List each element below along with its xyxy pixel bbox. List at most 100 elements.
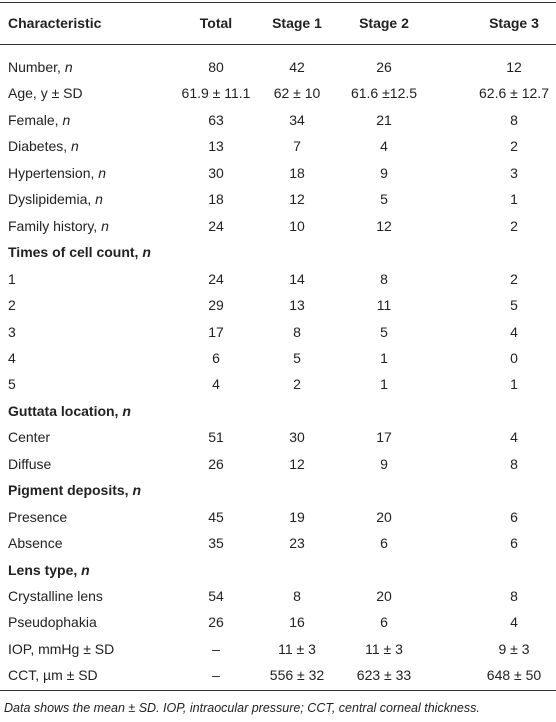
cell: 51	[208, 429, 224, 446]
cell: 9	[380, 164, 388, 181]
cell: 7	[293, 138, 301, 155]
label-text: 3	[8, 323, 16, 340]
section-label: Guttata location, n	[8, 402, 131, 420]
label-text: 4	[8, 349, 16, 366]
cell: 4	[510, 323, 518, 340]
cell: 623 ± 33	[356, 667, 412, 684]
header-cell: Stage 1	[272, 15, 322, 31]
cell: 8	[510, 455, 518, 472]
cell: 4	[212, 376, 220, 393]
label-text: Lens type,	[8, 561, 78, 578]
row-label: Female, n	[8, 111, 70, 129]
top-rule	[0, 2, 556, 3]
cell: 1	[380, 349, 388, 366]
cell: 9	[380, 455, 388, 472]
cell: 24	[208, 217, 224, 234]
cell: 1	[510, 376, 518, 393]
row-label: 1	[8, 270, 16, 288]
label-text: 2	[8, 297, 16, 314]
cell: 63	[208, 111, 224, 128]
row-label: Pseudophakia	[8, 613, 97, 631]
cell: 20	[376, 508, 392, 525]
row-label: 5	[8, 375, 16, 393]
header-cell: Characteristic	[8, 15, 102, 31]
cell: 11 ± 3	[278, 640, 316, 657]
cell: 1	[380, 376, 388, 393]
cell: 9 ± 3	[498, 640, 530, 657]
cell: 6	[212, 349, 220, 366]
cell: 42	[289, 59, 305, 75]
bottom-rule	[0, 690, 556, 691]
cell: 8	[510, 588, 518, 604]
row-label: 2	[8, 296, 16, 314]
cell: 6	[510, 508, 518, 525]
label-text: 5	[8, 376, 16, 393]
cell: 648 ± 50	[486, 667, 542, 684]
cell: 12	[376, 217, 392, 234]
cell: 1	[510, 191, 518, 208]
cell: 35	[208, 535, 224, 552]
label-unit: n	[95, 191, 103, 208]
cell: 8	[293, 588, 301, 604]
cell: 54	[208, 588, 224, 604]
cell: 18	[208, 191, 224, 208]
label-unit: n	[62, 111, 71, 128]
cell: 4	[510, 614, 518, 631]
cell: 10	[289, 217, 305, 234]
label-unit: n	[101, 217, 109, 234]
cell: 13	[208, 138, 224, 155]
cell: 80	[208, 59, 224, 75]
row-label: Crystalline lens	[8, 587, 103, 605]
cell: 26	[208, 455, 224, 472]
cell: 12	[289, 191, 305, 208]
label-text: Diffuse	[8, 455, 52, 472]
label-text: Crystalline lens	[8, 588, 103, 604]
cell: 4	[510, 429, 518, 446]
label-text: Hypertension,	[8, 164, 95, 181]
row-label: 4	[8, 349, 16, 367]
label-text: Age, y ± SD	[8, 85, 83, 102]
cell: 26	[376, 59, 392, 75]
header-cell: Total	[199, 15, 233, 31]
cell: 4	[380, 138, 388, 155]
row-label: Absence	[8, 534, 62, 552]
cell: 45	[208, 508, 224, 525]
cell: –	[212, 640, 220, 657]
cell: –	[212, 667, 220, 684]
cell: 14	[289, 270, 305, 287]
cell: 8	[510, 111, 518, 128]
cell: 2	[510, 217, 518, 234]
label-text: Pigment deposits,	[8, 482, 129, 499]
label-text: Female,	[8, 111, 59, 128]
row-label: 3	[8, 323, 16, 341]
label-unit: n	[132, 482, 142, 499]
cell: 29	[208, 297, 224, 314]
label-text: Center	[8, 429, 51, 446]
cell: 2	[510, 270, 518, 287]
cell: 6	[380, 614, 388, 631]
cell: 18	[289, 164, 305, 181]
cell: 11	[376, 297, 392, 314]
label-unit: n	[71, 138, 79, 155]
row-label: Diabetes, n	[8, 137, 79, 155]
cell: 12	[506, 59, 522, 75]
cell: 21	[376, 111, 392, 128]
cell: 19	[289, 508, 305, 525]
header-cell: Stage 3	[489, 15, 539, 31]
cell: 17	[376, 429, 392, 446]
row-label: Age, y ± SD	[8, 84, 83, 102]
row-label: Presence	[8, 508, 67, 526]
label-text: Family history,	[8, 217, 98, 234]
row-label: CCT, µm ± SD	[8, 666, 98, 684]
cell: 13	[289, 297, 305, 314]
row-label: Family history, n	[8, 217, 109, 235]
cell: 0	[510, 349, 518, 366]
cell: 61.6 ±12.5	[350, 85, 418, 102]
label-unit: n	[81, 561, 90, 578]
label-text: Presence	[8, 508, 68, 525]
label-unit: n	[142, 244, 151, 261]
cell: 5	[380, 323, 388, 340]
label-text: IOP, mmHg ± SD	[8, 640, 115, 657]
cell: 6	[510, 535, 518, 552]
section-label: Lens type, n	[8, 561, 90, 579]
